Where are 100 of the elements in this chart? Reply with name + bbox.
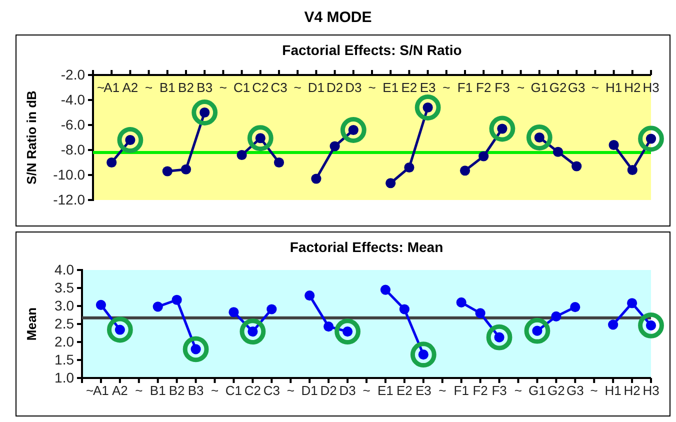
point xyxy=(475,308,486,318)
y-tick-label: 2.5 xyxy=(54,315,74,332)
y-tick-label: -6.0 xyxy=(60,116,86,132)
point xyxy=(386,178,396,188)
x-tick-label: A2 xyxy=(112,383,128,398)
x-tick-label: D1 xyxy=(301,383,318,398)
point xyxy=(180,164,192,174)
x-tick-label: B3 xyxy=(188,383,204,398)
x-tick-label: H1 xyxy=(605,80,622,96)
x-tick-label: H1 xyxy=(604,383,622,398)
x-tick-label: G2 xyxy=(547,383,565,398)
x-tick-label: D3 xyxy=(339,383,356,398)
x-tick-label: H2 xyxy=(624,80,641,96)
x-tick-label: C3 xyxy=(270,80,288,96)
x-tick-label: ~ xyxy=(145,80,154,96)
x-tick-label: F3 xyxy=(494,80,510,96)
x-tick-label: D2 xyxy=(326,80,344,96)
x-tick-label: ~ xyxy=(86,383,94,398)
x-tick-label: ~ xyxy=(368,80,376,96)
x-tick-label: B2 xyxy=(178,80,194,96)
x-tick-label: E2 xyxy=(401,80,418,96)
y-tick-label: 4.0 xyxy=(54,261,74,278)
point xyxy=(608,320,618,330)
point xyxy=(106,157,117,168)
x-tick-label: ~ xyxy=(514,383,522,398)
x-tick-label: A1 xyxy=(93,383,109,398)
x-tick-label: E3 xyxy=(420,80,436,96)
point xyxy=(572,161,582,172)
point xyxy=(266,304,277,314)
x-tick-label: E3 xyxy=(415,383,432,398)
x-tick-label: C2 xyxy=(244,383,262,398)
x-tick-label: B1 xyxy=(150,383,166,398)
x-tick-label: F3 xyxy=(492,383,507,398)
point xyxy=(330,141,340,152)
x-tick-label: C1 xyxy=(233,80,250,96)
chart-title: Factorial Effects: Mean xyxy=(290,239,444,255)
point xyxy=(324,321,334,332)
x-tick-label: ~ xyxy=(210,383,219,398)
x-tick-label: A2 xyxy=(122,80,138,96)
x-tick-label: ~ xyxy=(97,80,105,96)
y-axis-title: Mean xyxy=(24,307,39,341)
point xyxy=(552,146,564,157)
x-tick-label: ~ xyxy=(135,383,144,398)
y-tick-label: -10.0 xyxy=(53,166,86,182)
x-tick-label: A1 xyxy=(104,80,120,96)
y-tick-label: -12.0 xyxy=(53,191,86,208)
x-tick-label: ~ xyxy=(219,80,228,96)
y-tick-label: -8.0 xyxy=(60,141,86,158)
x-tick-label: G3 xyxy=(566,383,584,398)
x-tick-label: B1 xyxy=(159,80,176,96)
y-tick-label: -2.0 xyxy=(60,66,86,82)
x-tick-label: ~ xyxy=(286,383,295,398)
x-tick-label: C1 xyxy=(225,383,242,398)
y-tick-label: 1.0 xyxy=(54,369,74,386)
x-tick-label: D1 xyxy=(308,80,325,96)
point xyxy=(460,166,470,176)
x-tick-label: D3 xyxy=(345,80,362,96)
x-tick-label: F1 xyxy=(454,383,469,398)
point xyxy=(162,166,172,176)
x-tick-label: F1 xyxy=(457,80,473,96)
point xyxy=(551,311,562,322)
point xyxy=(152,302,163,312)
x-tick-label: ~ xyxy=(294,80,302,96)
chart-title: Factorial Effects: S/N Ratio xyxy=(282,42,462,58)
x-tick-label: ~ xyxy=(442,80,451,96)
x-tick-label: ~ xyxy=(591,80,600,96)
x-tick-label: ~ xyxy=(438,383,447,398)
x-tick-label: D2 xyxy=(320,383,337,398)
x-tick-label: H2 xyxy=(624,383,640,398)
point xyxy=(570,302,580,312)
point xyxy=(172,294,182,305)
x-tick-label: G3 xyxy=(568,80,586,96)
point xyxy=(228,307,239,318)
point xyxy=(304,290,315,301)
point xyxy=(380,284,391,295)
point xyxy=(626,298,638,308)
point xyxy=(456,297,466,308)
point xyxy=(274,157,284,168)
x-tick-label: H3 xyxy=(642,80,660,96)
x-tick-label: G2 xyxy=(549,80,567,96)
x-tick-label: F2 xyxy=(472,383,488,398)
y-tick-label: 1.5 xyxy=(54,351,74,368)
point xyxy=(311,174,322,184)
x-tick-label: B3 xyxy=(196,80,213,96)
point xyxy=(608,140,619,150)
x-tick-label: ~ xyxy=(517,80,526,96)
x-tick-label: G1 xyxy=(528,383,546,398)
x-tick-label: E2 xyxy=(396,383,412,398)
point xyxy=(96,300,106,310)
y-axis-title: S/N Ratio in dB xyxy=(24,90,39,184)
x-tick-label: ~ xyxy=(362,383,371,398)
y-tick-label: 3.0 xyxy=(54,297,74,314)
point xyxy=(478,151,489,162)
text: V4 MODE xyxy=(304,9,372,26)
point xyxy=(236,150,247,160)
y-tick-label: -4.0 xyxy=(60,91,86,108)
x-tick-label: H3 xyxy=(642,383,660,398)
y-tick-label: 3.5 xyxy=(54,279,74,296)
x-tick-label: F2 xyxy=(476,80,492,96)
x-tick-label: C2 xyxy=(252,80,269,96)
